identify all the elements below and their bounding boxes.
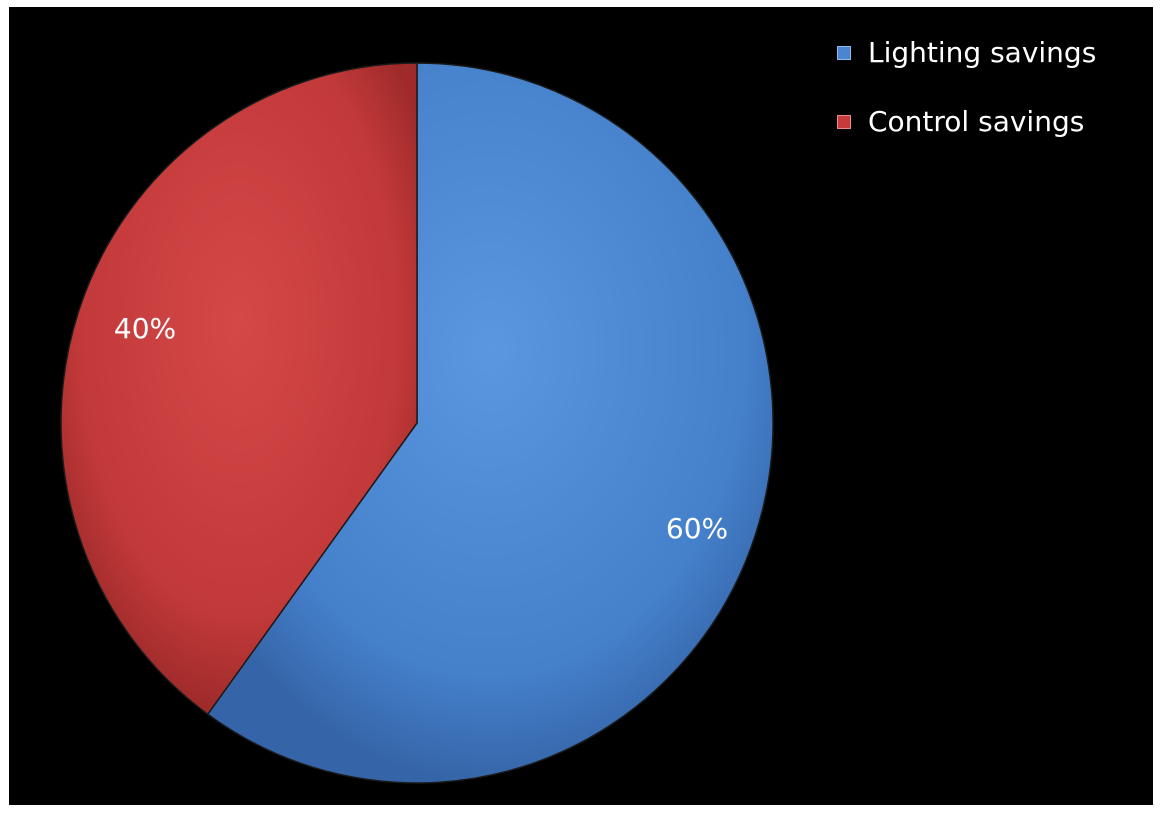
pie-slice-lighting-savings (206, 62, 774, 784)
legend-item-lighting-savings: Lighting savings (837, 35, 1096, 71)
pie-slice-control-savings (60, 62, 418, 716)
chart-area: 60% 40% Lighting savings Control savings (9, 7, 1153, 805)
legend-label-control-savings: Control savings (868, 105, 1085, 138)
data-label-control-savings: 40% (114, 312, 176, 345)
legend-swatch-control-savings (837, 115, 851, 129)
legend-swatch-lighting-savings (837, 46, 851, 60)
legend: Lighting savings Control savings (837, 35, 1096, 173)
pie-chart: 60% 40% (60, 62, 774, 784)
data-label-lighting-savings: 60% (666, 512, 728, 545)
pie-data-labels: 60% 40% (114, 312, 728, 545)
pie-slices (60, 62, 774, 784)
legend-label-lighting-savings: Lighting savings (868, 36, 1097, 69)
legend-item-control-savings: Control savings (837, 104, 1096, 140)
